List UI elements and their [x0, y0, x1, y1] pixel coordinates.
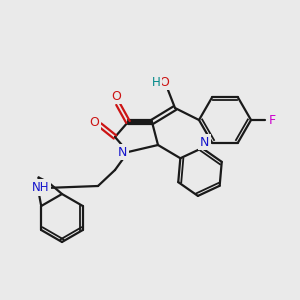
Text: N: N: [200, 136, 209, 148]
Text: NH: NH: [32, 181, 50, 194]
Text: F: F: [268, 113, 276, 127]
Text: H: H: [152, 76, 160, 88]
Text: N: N: [117, 146, 127, 158]
Text: O: O: [159, 76, 169, 88]
Text: O: O: [89, 116, 99, 128]
Text: O: O: [111, 89, 121, 103]
